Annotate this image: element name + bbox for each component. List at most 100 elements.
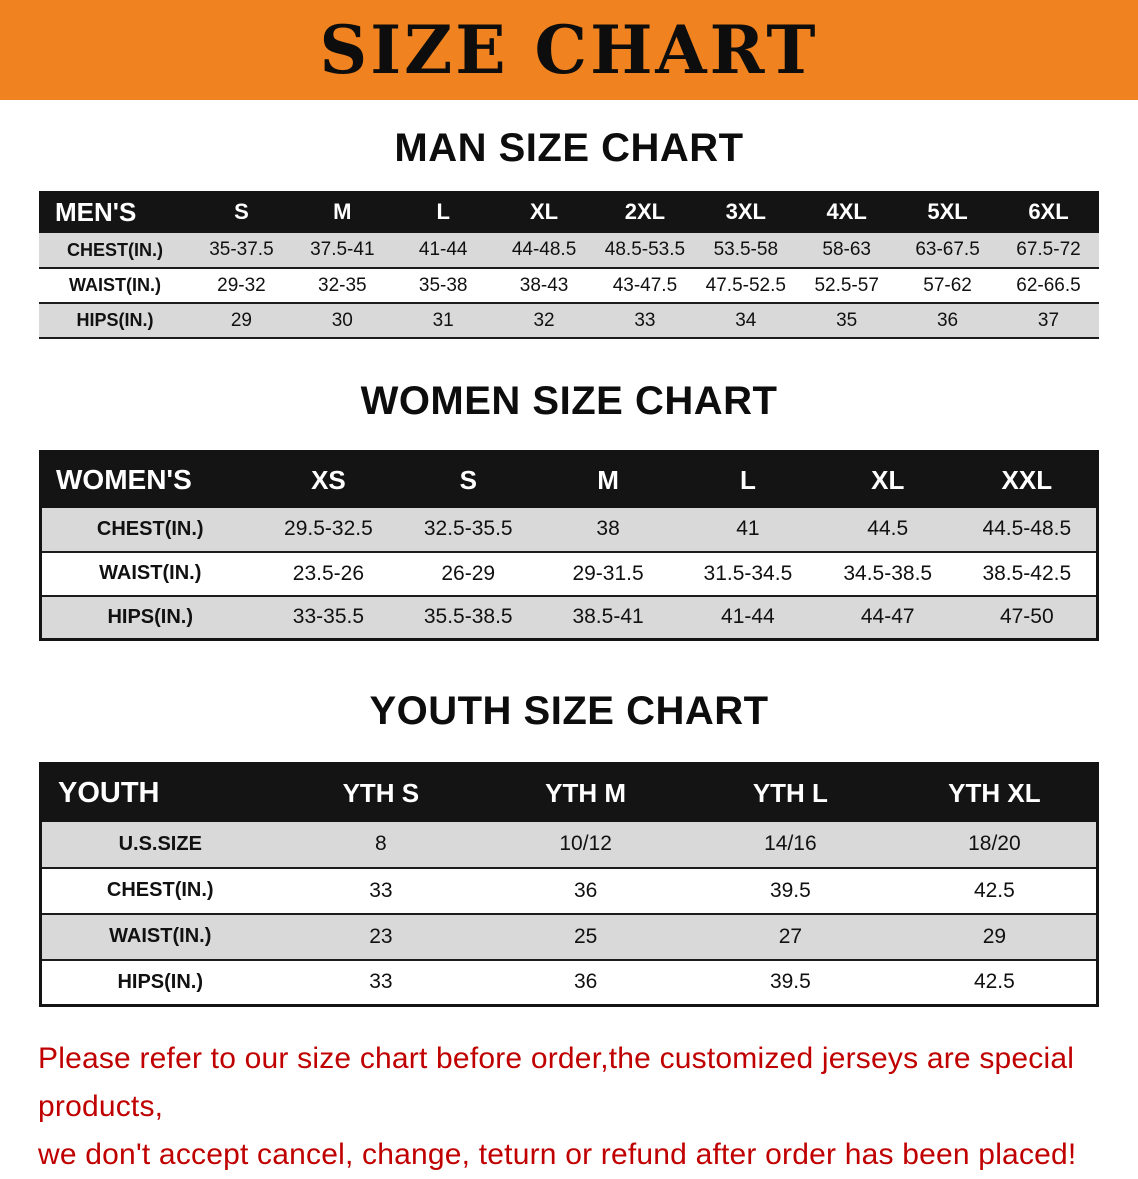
size-column-header: S bbox=[398, 451, 539, 508]
size-value: 36 bbox=[936, 309, 959, 331]
size-value: 34 bbox=[735, 309, 757, 331]
table-row: HIPS(IN.) 29 30 31 32 33 34 35 36 37 bbox=[39, 303, 1099, 338]
size-column-header: 5XL bbox=[897, 191, 998, 233]
size-column-header: YTH L bbox=[688, 763, 893, 822]
women-size-table: WOMEN'S XS S M L XL XXL CHEST(IN.) 29.5-32.5 32.5… bbox=[39, 450, 1099, 641]
disclaimer-line-2: we don't accept cancel, change, teturn o… bbox=[38, 1138, 1077, 1171]
size-value: 39.5 bbox=[769, 970, 811, 994]
row-label: U.S.SIZE bbox=[118, 832, 202, 855]
size-value: 14/16 bbox=[764, 832, 817, 855]
size-value: 8 bbox=[375, 832, 387, 855]
size-value: 33 bbox=[369, 878, 393, 902]
size-value: 27 bbox=[778, 924, 803, 948]
size-value: 41-44 bbox=[721, 605, 775, 629]
size-value: 29 bbox=[982, 924, 1007, 948]
size-value: 31 bbox=[432, 309, 454, 331]
man-size-table: MEN'S S M L XL 2XL 3XL 4XL 5XL 6XL CHEST(IN.) 35-37… bbox=[39, 191, 1099, 339]
size-value: 35-38 bbox=[418, 274, 468, 296]
table-row: CHEST(IN.) 29.5-32.5 32.5-35.5 38 41 44.5 44.5… bbox=[40, 507, 1098, 552]
size-value: 63-67.5 bbox=[915, 239, 980, 260]
row-label: CHEST(IN.) bbox=[67, 239, 163, 260]
size-value: 26-29 bbox=[441, 561, 496, 585]
size-column-header: L bbox=[677, 451, 818, 508]
size-value: 34.5-38.5 bbox=[843, 561, 933, 585]
size-value: 25 bbox=[573, 924, 598, 948]
table-header-row: WOMEN'S XS S M L XL XXL bbox=[40, 451, 1098, 508]
table-corner-label: WOMEN'S bbox=[40, 451, 259, 508]
size-value: 23.5-26 bbox=[292, 561, 365, 585]
size-value: 31.5-34.5 bbox=[703, 561, 793, 585]
size-value: 18/20 bbox=[968, 832, 1021, 855]
youth-size-chart-heading: YOUTH SIZE CHART bbox=[369, 689, 769, 733]
size-column-header: YTH XL bbox=[892, 763, 1098, 822]
size-value: 23 bbox=[369, 924, 393, 948]
row-label: WAIST(IN.) bbox=[99, 562, 202, 584]
table-row: CHEST(IN.) 33 36 39.5 42.5 bbox=[40, 867, 1098, 914]
size-column-header: M bbox=[538, 451, 678, 508]
size-value: 62-66.5 bbox=[1016, 274, 1081, 296]
size-column-header: XXL bbox=[957, 451, 1098, 508]
table-row: WAIST(IN.) 23.5-26 26-29 29-31.5 31.5-34.5 34… bbox=[40, 551, 1098, 596]
table-header-row: YOUTH YTH S YTH M YTH L YTH XL bbox=[40, 763, 1098, 822]
size-value: 29-31.5 bbox=[572, 561, 644, 585]
size-value: 38-43 bbox=[519, 274, 569, 296]
size-value: 57-62 bbox=[923, 274, 972, 296]
banner-title: SIZE CHART bbox=[319, 11, 819, 89]
row-label: WAIST(IN.) bbox=[109, 925, 212, 947]
size-value: 38 bbox=[596, 517, 620, 540]
size-column-header: YTH M bbox=[483, 763, 688, 822]
table-row: HIPS(IN.) 33-35.5 35.5-38.5 38.5-41 41-44 44-… bbox=[40, 595, 1098, 640]
women-size-chart-heading: WOMEN SIZE CHART bbox=[360, 379, 778, 423]
table-row: HIPS(IN.) 33 36 39.5 42.5 bbox=[40, 959, 1098, 1006]
size-value: 47-50 bbox=[999, 605, 1054, 629]
youth-size-table: YOUTH YTH S YTH M YTH L YTH XL U.S.SIZE 8 10/12… bbox=[39, 762, 1099, 1007]
size-value: 47.5-52.5 bbox=[705, 274, 786, 296]
size-value: 38.5-42.5 bbox=[982, 561, 1072, 585]
size-value: 29.5-32.5 bbox=[284, 517, 373, 540]
row-label: HIPS(IN.) bbox=[107, 605, 194, 628]
size-column-header: XL bbox=[493, 191, 595, 233]
size-column-header: L bbox=[392, 191, 494, 233]
table-row: CHEST(IN.) 35-37.5 37.5-41 41-44 44-48.5 48.5… bbox=[39, 233, 1099, 268]
table-row: WAIST(IN.) 29-32 32-35 35-38 38-43 43-47.5 47.… bbox=[39, 268, 1099, 303]
row-label: HIPS(IN.) bbox=[117, 970, 204, 993]
size-value: 35 bbox=[836, 309, 858, 331]
size-value: 32-35 bbox=[318, 274, 367, 296]
size-value: 41 bbox=[736, 517, 760, 540]
size-value: 44.5 bbox=[867, 517, 909, 540]
disclaimer-note: Please refer to our size chart before or… bbox=[38, 1035, 1100, 1179]
size-value: 53.5-58 bbox=[713, 239, 779, 260]
size-value: 38.5-41 bbox=[572, 605, 644, 629]
man-size-chart-heading: MAN SIZE CHART bbox=[394, 126, 744, 170]
size-column-header: XL bbox=[817, 451, 958, 508]
table-row: WAIST(IN.) 23 25 27 29 bbox=[40, 913, 1098, 960]
size-value: 35.5-38.5 bbox=[423, 605, 513, 629]
size-value: 33 bbox=[634, 309, 656, 331]
size-value: 52.5-57 bbox=[814, 274, 879, 296]
size-value: 44-48.5 bbox=[511, 239, 577, 260]
man-size-chart-section: MAN SIZE CHART MEN'S S M L XL 2XL 3XL 4XL 5XL 6XL… bbox=[0, 126, 1138, 339]
table-corner-label: YOUTH bbox=[40, 763, 279, 822]
size-value: 29 bbox=[230, 309, 252, 331]
size-value: 32 bbox=[533, 309, 555, 331]
size-value: 39.5 bbox=[769, 878, 811, 902]
size-column-header: XS bbox=[258, 451, 399, 508]
size-chart-banner: SIZE CHART bbox=[0, 0, 1138, 100]
size-value: 33-35.5 bbox=[292, 605, 365, 629]
size-column-header: 2XL bbox=[594, 191, 696, 233]
size-value: 37 bbox=[1037, 309, 1060, 331]
size-value: 10/12 bbox=[559, 832, 612, 855]
size-value: 32.5-35.5 bbox=[423, 517, 513, 540]
size-value: 37.5-41 bbox=[310, 239, 375, 260]
size-value: 29-32 bbox=[217, 274, 266, 296]
youth-size-chart-section: YOUTH SIZE CHART YOUTH YTH S YTH M YTH L YTH… bbox=[0, 689, 1138, 1007]
size-column-header: M bbox=[291, 191, 393, 233]
size-value: 58-63 bbox=[822, 239, 871, 260]
disclaimer-line-1: Please refer to our size chart before or… bbox=[38, 1042, 1075, 1123]
row-label: WAIST(IN.) bbox=[69, 275, 161, 295]
size-value: 30 bbox=[331, 309, 353, 331]
size-value: 36 bbox=[573, 970, 598, 994]
size-column-header: YTH S bbox=[278, 763, 484, 822]
table-row: U.S.SIZE 8 10/12 14/16 18/20 bbox=[40, 821, 1098, 868]
row-label: HIPS(IN.) bbox=[76, 310, 154, 330]
